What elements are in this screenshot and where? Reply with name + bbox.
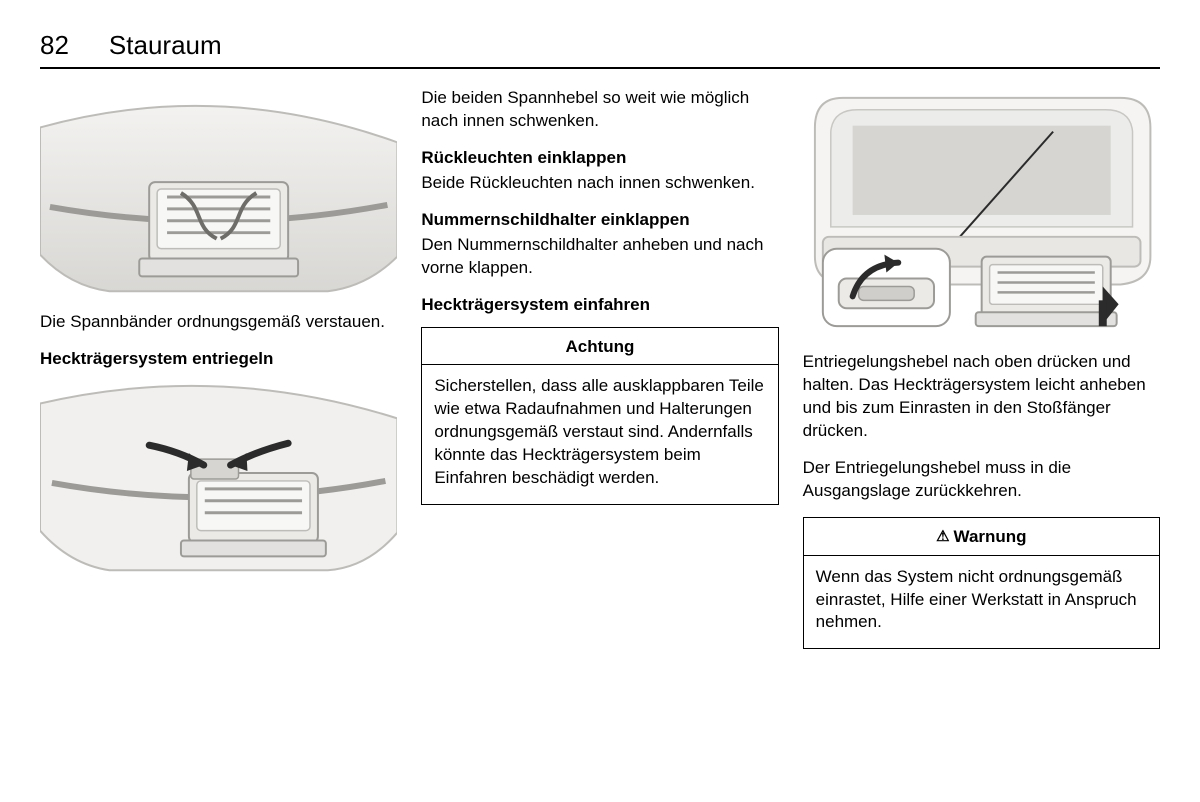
col2-p2: Beide Rückleuchten nach innen schwenken. bbox=[421, 172, 778, 195]
warning-box: ⚠ Warnung Wenn das System nicht ordnungs­… bbox=[803, 517, 1160, 650]
col3-p1: Entriegelungshebel nach oben drücken und… bbox=[803, 351, 1160, 443]
warning-icon: ⚠ bbox=[936, 527, 949, 547]
col2-h1: Rückleuchten einklappen bbox=[421, 147, 778, 170]
page-header: 82 Stauraum bbox=[40, 30, 1160, 69]
caution-box: Achtung Sicherstellen, dass alle ausklap… bbox=[421, 327, 778, 506]
section-title: Stauraum bbox=[109, 30, 222, 61]
warning-title: ⚠ Warnung bbox=[804, 518, 1159, 556]
caution-body: Sicherstellen, dass alle ausklapp­baren … bbox=[422, 365, 777, 504]
col2-h3: Heckträgersystem einfahren bbox=[421, 294, 778, 317]
illustration-retract bbox=[803, 87, 1160, 337]
illustration-straps bbox=[40, 87, 397, 297]
illustration-unlock bbox=[40, 373, 397, 573]
column-2: Die beiden Spannhebel so weit wie möglic… bbox=[421, 87, 778, 649]
illus-straps-svg bbox=[40, 87, 397, 297]
illus-unlock-svg bbox=[40, 373, 397, 573]
col1-p1: Die Spannbänder ordnungsgemäß verstauen. bbox=[40, 311, 397, 334]
column-3: Entriegelungshebel nach oben drücken und… bbox=[803, 87, 1160, 649]
col2-h2: Nummernschildhalter einklappen bbox=[421, 209, 778, 232]
warning-title-text: Warnung bbox=[954, 527, 1027, 546]
caution-title: Achtung bbox=[422, 328, 777, 366]
col1-h1: Heckträgersystem entriegeln bbox=[40, 348, 397, 371]
illus-retract-svg bbox=[803, 87, 1160, 337]
col2-p3: Den Nummernschildhalter anheben und nach… bbox=[421, 234, 778, 280]
content-columns: Die Spannbänder ordnungsgemäß verstauen.… bbox=[40, 87, 1160, 649]
column-1: Die Spannbänder ordnungsgemäß verstauen.… bbox=[40, 87, 397, 649]
col3-p2: Der Entriegelungshebel muss in die Ausga… bbox=[803, 457, 1160, 503]
page-number: 82 bbox=[40, 30, 69, 61]
col2-p1: Die beiden Spannhebel so weit wie möglic… bbox=[421, 87, 778, 133]
warning-body: Wenn das System nicht ordnungs­gemäß ein… bbox=[804, 556, 1159, 649]
